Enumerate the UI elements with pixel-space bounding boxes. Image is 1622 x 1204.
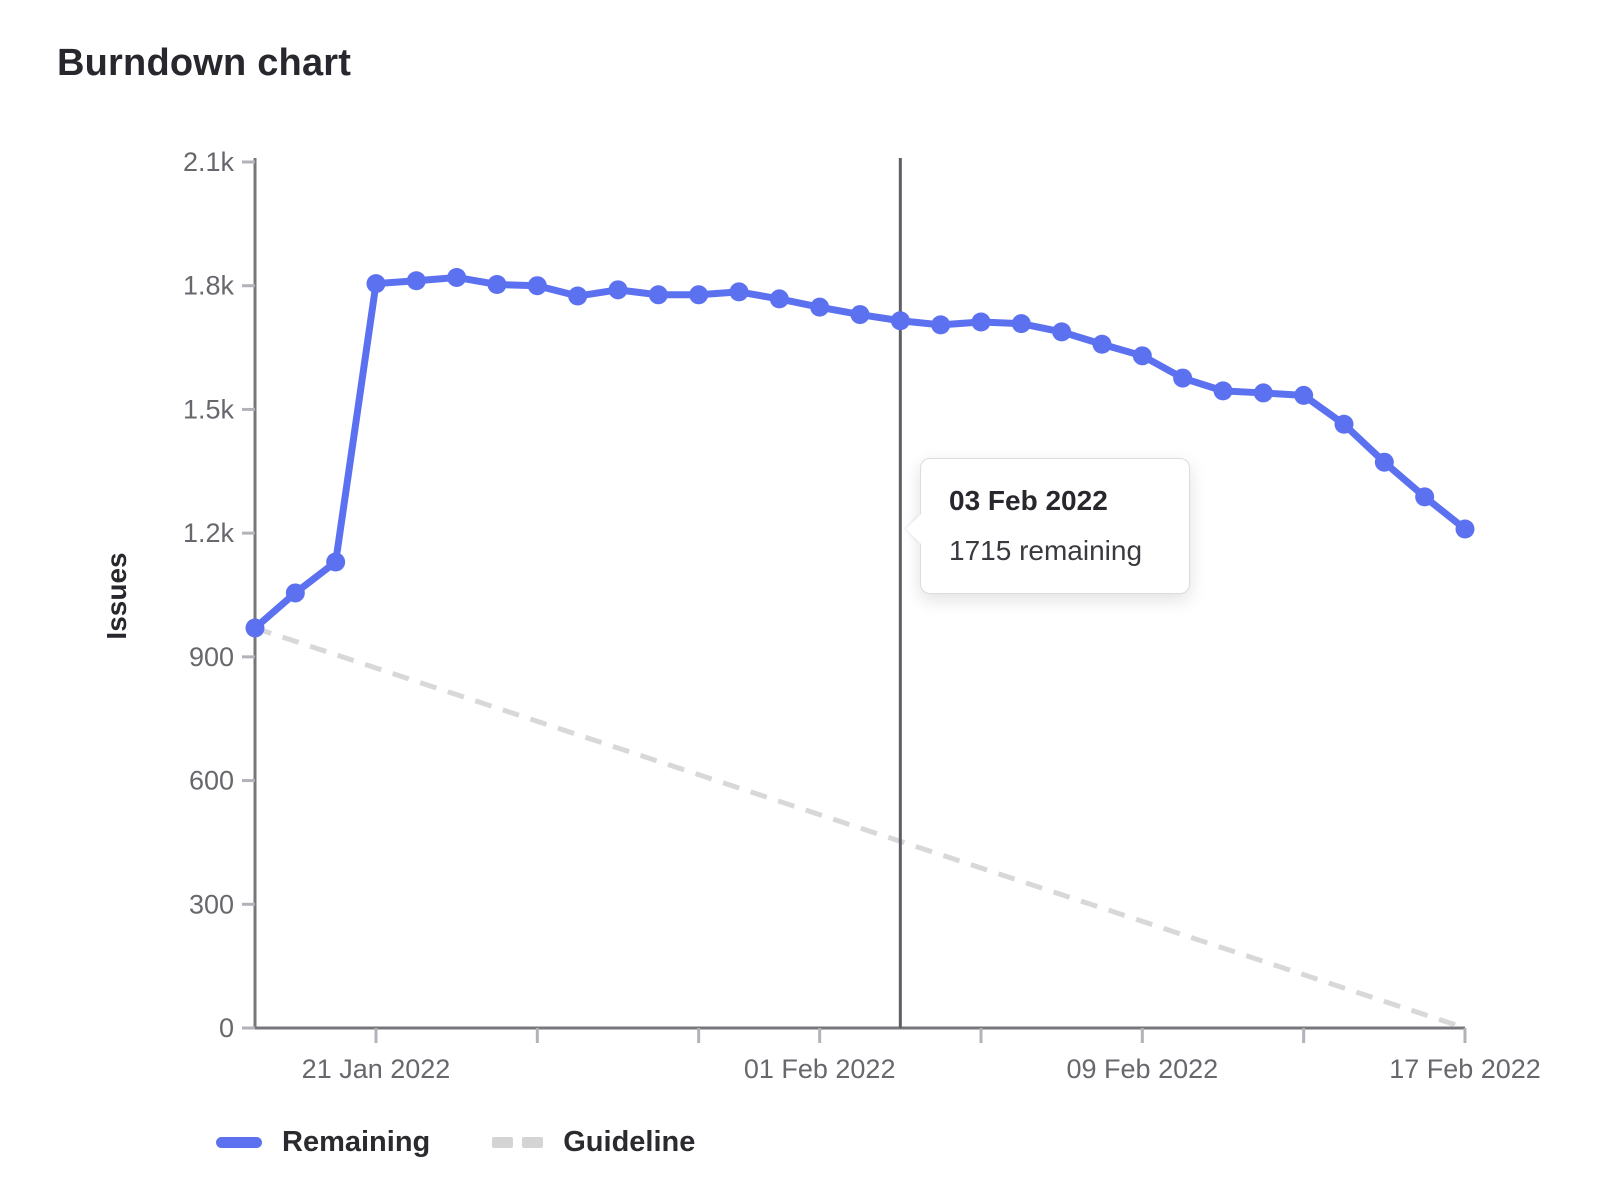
data-point[interactable]	[1132, 346, 1152, 366]
data-point[interactable]	[648, 285, 668, 305]
svg-text:1.5k: 1.5k	[183, 394, 235, 424]
data-point[interactable]	[810, 297, 830, 317]
tooltip-arrow-icon	[906, 514, 921, 544]
data-point[interactable]	[769, 289, 789, 309]
legend-item-guideline[interactable]: Guideline	[492, 1126, 695, 1159]
data-point[interactable]	[971, 312, 991, 332]
data-point[interactable]	[1374, 452, 1394, 472]
svg-text:300: 300	[189, 889, 234, 919]
data-point[interactable]	[366, 274, 386, 294]
legend-label-remaining: Remaining	[282, 1126, 431, 1158]
svg-text:1.8k: 1.8k	[183, 271, 235, 301]
y-axis: 0 300 600 900 1.2k 1.5k 1.8k 2.1k	[183, 147, 257, 1043]
chart-legend: Remaining Guideline	[216, 1126, 695, 1159]
data-point[interactable]	[850, 305, 870, 325]
tooltip-date: 03 Feb 2022	[949, 485, 1108, 516]
guideline-series	[254, 625, 1466, 1031]
svg-text:09 Feb 2022: 09 Feb 2022	[1067, 1054, 1219, 1084]
data-point[interactable]	[729, 282, 749, 302]
remaining-line-swatch-icon	[216, 1137, 262, 1148]
data-point[interactable]	[1294, 385, 1314, 405]
legend-label-guideline: Guideline	[563, 1126, 696, 1158]
data-point[interactable]	[890, 311, 910, 331]
page-title: Burndown chart	[57, 42, 352, 84]
data-point[interactable]	[326, 552, 346, 572]
tooltip-remaining-value: 1715 remaining	[949, 535, 1143, 566]
chart-tooltip: 03 Feb 2022 1715 remaining	[906, 458, 1190, 594]
legend-item-remaining[interactable]: Remaining	[216, 1126, 430, 1159]
x-axis: 21 Jan 2022 01 Feb 2022 09 Feb 2022 17 Feb …	[255, 1026, 1541, 1084]
data-point[interactable]	[1213, 381, 1233, 401]
data-point[interactable]	[285, 583, 305, 603]
svg-text:1.2k: 1.2k	[183, 518, 235, 548]
data-point[interactable]	[1011, 314, 1031, 334]
svg-text:17 Feb 2022: 17 Feb 2022	[1389, 1054, 1541, 1084]
data-point[interactable]	[447, 267, 467, 287]
guideline-dash-swatch-icon	[492, 1137, 544, 1148]
data-point[interactable]	[1415, 487, 1435, 507]
data-point[interactable]	[568, 286, 588, 306]
data-point[interactable]	[245, 618, 265, 638]
data-point[interactable]	[931, 315, 951, 335]
svg-text:0: 0	[219, 1013, 234, 1043]
svg-text:2.1k: 2.1k	[183, 147, 235, 177]
data-point[interactable]	[1052, 322, 1072, 342]
remaining-series	[245, 267, 1475, 638]
data-point[interactable]	[1173, 368, 1193, 388]
data-point[interactable]	[608, 280, 628, 300]
svg-text:900: 900	[189, 642, 234, 672]
data-point[interactable]	[1092, 334, 1112, 354]
data-point[interactable]	[1334, 414, 1354, 434]
data-point[interactable]	[1253, 383, 1273, 403]
data-point[interactable]	[1455, 519, 1475, 539]
data-point[interactable]	[406, 271, 426, 291]
data-point[interactable]	[487, 274, 507, 294]
svg-text:600: 600	[189, 766, 234, 796]
data-point[interactable]	[527, 276, 547, 296]
svg-text:21 Jan 2022: 21 Jan 2022	[302, 1054, 451, 1084]
data-point[interactable]	[689, 285, 709, 305]
svg-text:01 Feb 2022: 01 Feb 2022	[744, 1054, 896, 1084]
